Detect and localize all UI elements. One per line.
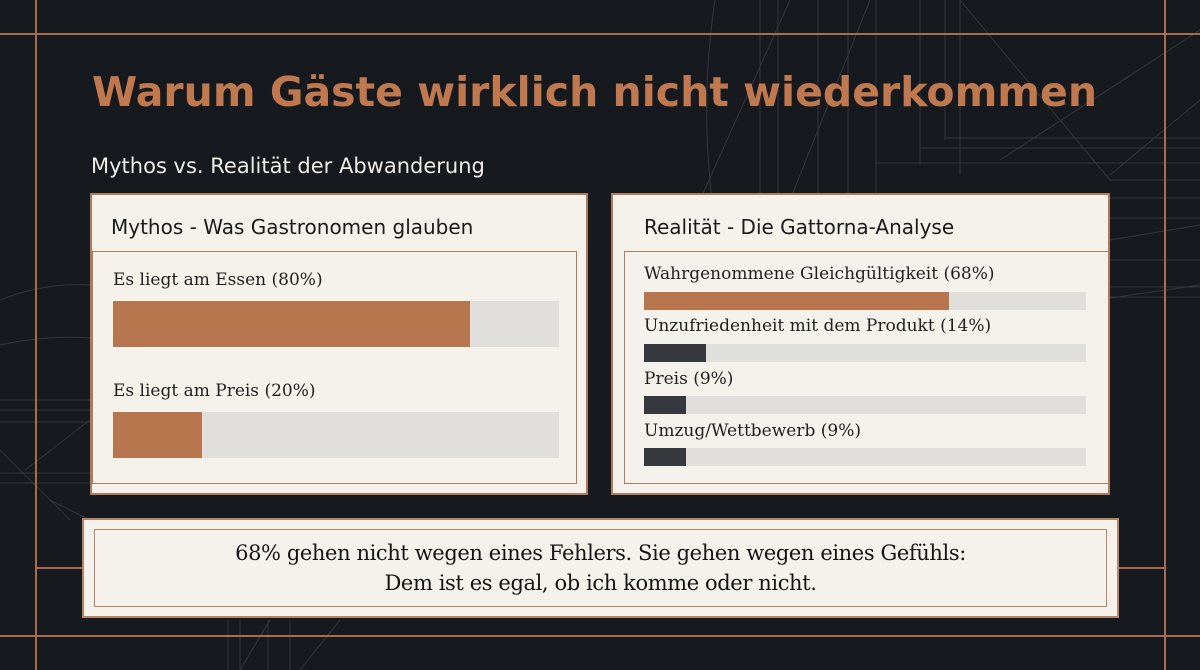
myth-bar-track-food: [113, 301, 559, 347]
reality-bar-label-price: Preis (9%): [644, 369, 734, 389]
slide-subtitle: Mythos vs. Realität der Abwanderung: [91, 154, 485, 178]
myth-panel-heading: Mythos - Was Gastronomen glauben: [111, 215, 474, 239]
reality-bar-fill-indifference: [644, 292, 949, 310]
key-insight-callout-inner: 68% gehen nicht wegen eines Fehlers. Sie…: [94, 529, 1107, 607]
frame-line-left: [35, 0, 37, 670]
reality-bar-label-indifference: Wahrgenommene Gleichgültigkeit (68%): [644, 264, 995, 284]
myth-bar-fill-price: [113, 412, 203, 458]
frame-line-bottom: [0, 635, 1200, 637]
myth-panel-body: Es liegt am Essen (80%) Es liegt am Prei…: [92, 251, 577, 484]
reality-panel: Realität - Die Gattorna-Analyse Wahrgeno…: [611, 193, 1110, 495]
key-insight-line-1: 68% gehen nicht wegen eines Fehlers. Sie…: [235, 541, 966, 565]
reality-bar-fill-product: [644, 344, 706, 362]
frame-line-top: [0, 33, 1200, 35]
reality-bar-track-relocation: [644, 448, 1086, 466]
reality-bar-fill-price: [644, 396, 686, 414]
key-insight-callout: 68% gehen nicht wegen eines Fehlers. Sie…: [82, 518, 1119, 618]
myth-bar-track-price: [113, 412, 559, 458]
reality-panel-body: Wahrgenommene Gleichgültigkeit (68%) Unz…: [624, 251, 1110, 484]
reality-bar-label-product: Unzufriedenheit mit dem Produkt (14%): [644, 316, 992, 336]
myth-bar-label-food: Es liegt am Essen (80%): [113, 270, 323, 290]
reality-panel-heading: Realität - Die Gattorna-Analyse: [644, 215, 955, 239]
slide-title: Warum Gäste wirklich nicht wiederkommen: [92, 68, 1098, 116]
myth-bar-label-price: Es liegt am Preis (20%): [113, 381, 316, 401]
frame-line-right: [1164, 0, 1166, 670]
reality-bar-fill-relocation: [644, 448, 686, 466]
frame-line-callout-right: [1119, 567, 1165, 569]
frame-line-callout-left: [36, 567, 82, 569]
key-insight-line-2: Dem ist es egal, ob ich komme oder nicht…: [384, 571, 817, 595]
reality-bar-label-relocation: Umzug/Wettbewerb (9%): [644, 421, 861, 441]
reality-bar-track-price: [644, 396, 1086, 414]
myth-panel: Mythos - Was Gastronomen glauben Es lieg…: [90, 193, 588, 495]
reality-bar-track-product: [644, 344, 1086, 362]
reality-bar-track-indifference: [644, 292, 1086, 310]
myth-bar-fill-food: [113, 301, 470, 347]
